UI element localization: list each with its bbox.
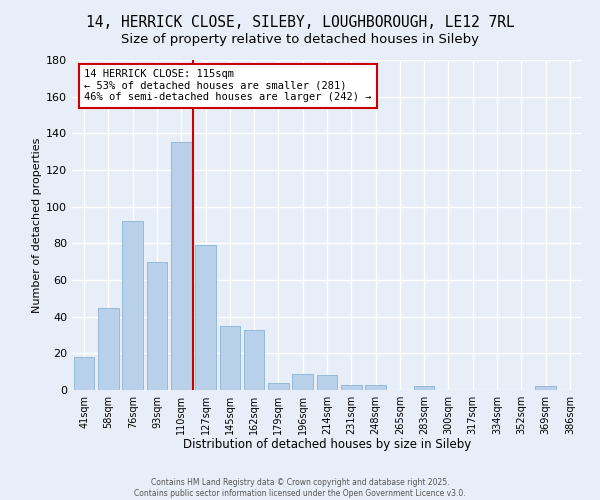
Bar — [244, 330, 265, 390]
Bar — [317, 376, 337, 390]
Bar — [341, 384, 362, 390]
Text: 14 HERRICK CLOSE: 115sqm
← 53% of detached houses are smaller (281)
46% of semi-: 14 HERRICK CLOSE: 115sqm ← 53% of detach… — [85, 69, 372, 102]
Bar — [146, 262, 167, 390]
Bar — [268, 382, 289, 390]
Bar — [98, 308, 119, 390]
Y-axis label: Number of detached properties: Number of detached properties — [32, 138, 42, 312]
X-axis label: Distribution of detached houses by size in Sileby: Distribution of detached houses by size … — [183, 438, 471, 452]
Text: 14, HERRICK CLOSE, SILEBY, LOUGHBOROUGH, LE12 7RL: 14, HERRICK CLOSE, SILEBY, LOUGHBOROUGH,… — [86, 15, 514, 30]
Bar — [535, 386, 556, 390]
Bar — [195, 245, 216, 390]
Bar — [365, 384, 386, 390]
Bar — [171, 142, 191, 390]
Text: Size of property relative to detached houses in Sileby: Size of property relative to detached ho… — [121, 32, 479, 46]
Bar — [220, 326, 240, 390]
Bar — [414, 386, 434, 390]
Bar — [74, 357, 94, 390]
Text: Contains HM Land Registry data © Crown copyright and database right 2025.
Contai: Contains HM Land Registry data © Crown c… — [134, 478, 466, 498]
Bar — [122, 222, 143, 390]
Bar — [292, 374, 313, 390]
